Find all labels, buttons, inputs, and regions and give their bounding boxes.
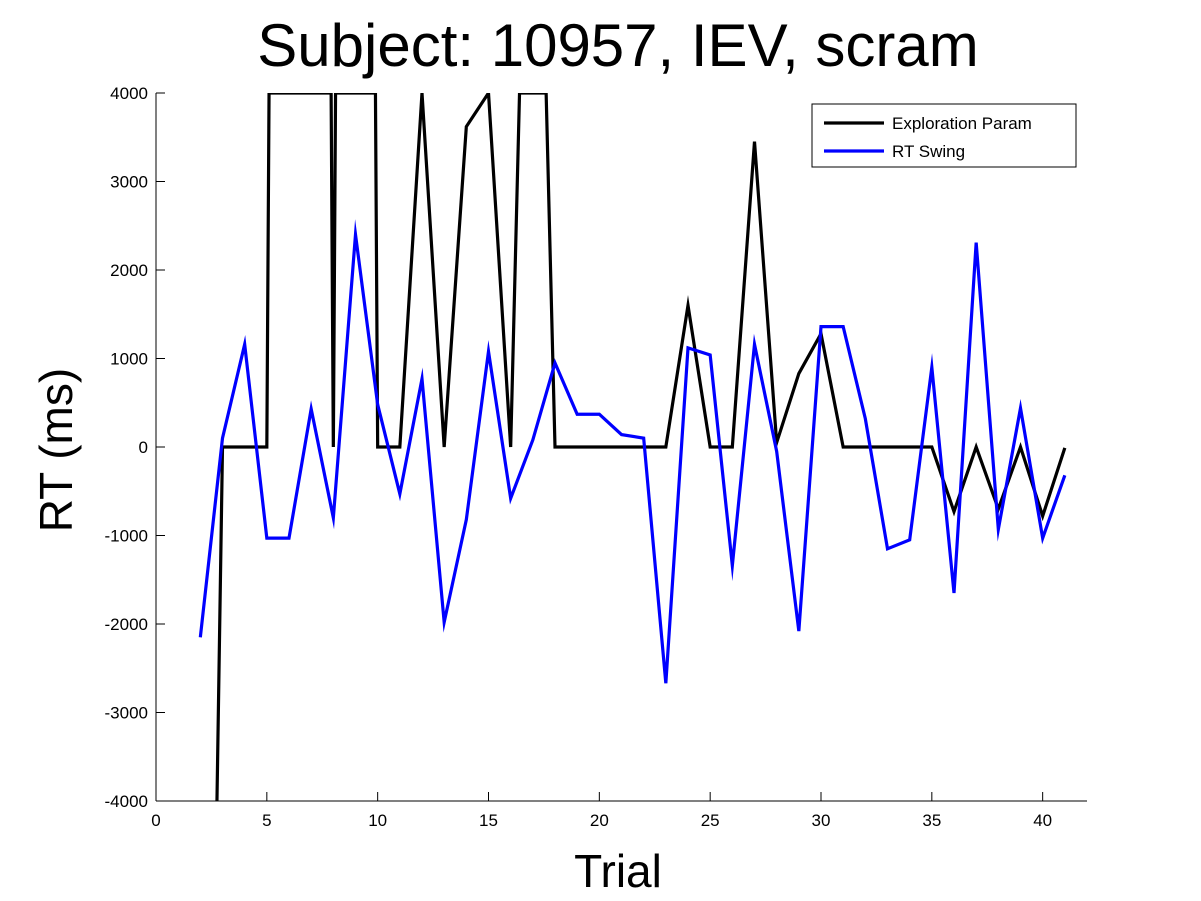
chart-title: Subject: 10957, IEV, scram bbox=[257, 12, 979, 79]
x-tick-label: 10 bbox=[368, 811, 387, 830]
y-tick-label: -2000 bbox=[105, 615, 148, 634]
y-tick-label: 2000 bbox=[110, 261, 148, 280]
series-group bbox=[198, 93, 1067, 801]
y-tick-label: 4000 bbox=[110, 84, 148, 103]
x-tick-label: 15 bbox=[479, 811, 498, 830]
x-tick-label: 0 bbox=[151, 811, 160, 830]
axes: 0 5 10 15 20 25 30 35 40 -4000 -3000 -2000 -1000 0 100… bbox=[105, 84, 1087, 830]
x-tick-label: 5 bbox=[262, 811, 271, 830]
x-tick-label: 35 bbox=[922, 811, 941, 830]
y-axis-title: RT (ms) bbox=[30, 368, 82, 532]
x-tick-label: 25 bbox=[701, 811, 720, 830]
series-line-rt-swing bbox=[198, 219, 1067, 684]
legend-label: Exploration Param bbox=[892, 114, 1032, 133]
x-tick-label: 30 bbox=[812, 811, 831, 830]
y-tick-label: 3000 bbox=[110, 173, 148, 192]
y-tick-label: -1000 bbox=[105, 527, 148, 546]
legend-box bbox=[811, 103, 1077, 168]
x-tick-label: 20 bbox=[590, 811, 609, 830]
y-tick-label: 1000 bbox=[110, 350, 148, 369]
legend: Exploration Param RT Swing bbox=[811, 103, 1077, 168]
legend-label: RT Swing bbox=[892, 142, 965, 161]
y-tick-label: -4000 bbox=[105, 792, 148, 811]
x-tick-label: 40 bbox=[1033, 811, 1052, 830]
y-tick-label: -3000 bbox=[105, 704, 148, 723]
x-axis-title: Trial bbox=[574, 845, 662, 897]
y-tick-label: 0 bbox=[139, 438, 148, 457]
series-line-exploration-param bbox=[215, 93, 1067, 801]
plot-area bbox=[198, 93, 1067, 801]
